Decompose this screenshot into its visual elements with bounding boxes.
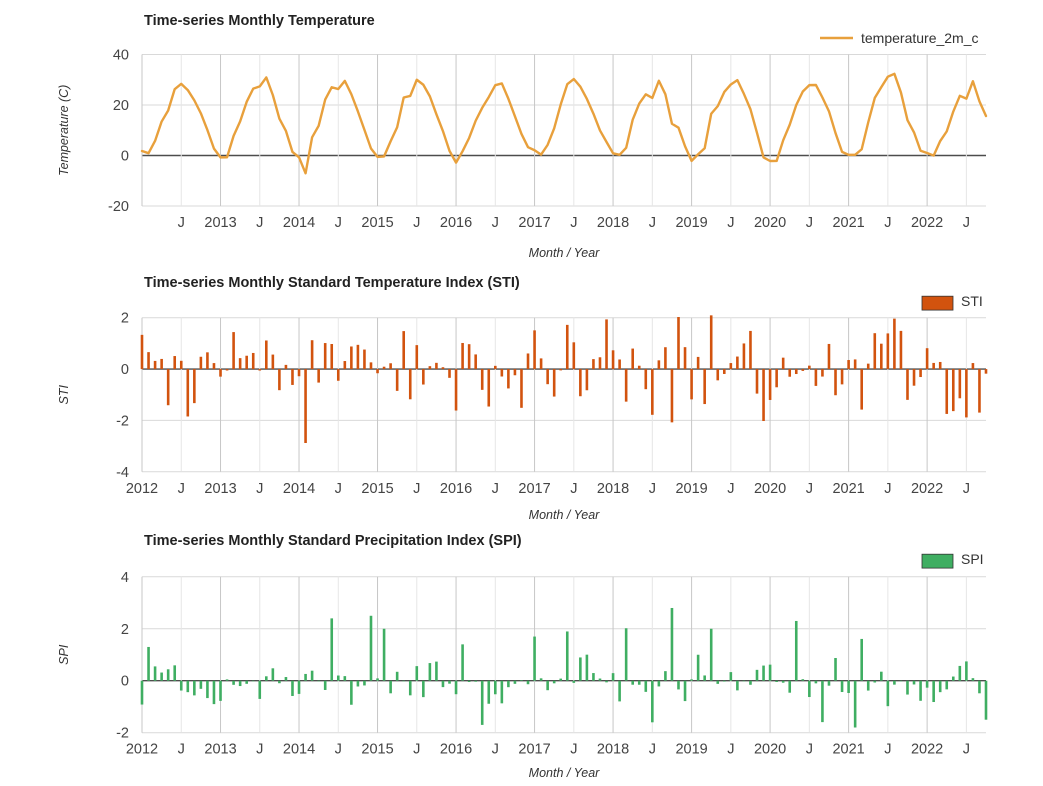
svg-text:2017: 2017 <box>518 481 550 497</box>
svg-text:2019: 2019 <box>675 742 707 758</box>
svg-text:Time-series Monthly Standard P: Time-series Monthly Standard Precipitati… <box>144 533 522 549</box>
svg-text:J: J <box>492 481 499 497</box>
svg-text:J: J <box>963 742 970 758</box>
svg-text:J: J <box>806 215 813 231</box>
svg-text:J: J <box>884 742 891 758</box>
svg-text:2017: 2017 <box>518 215 550 231</box>
svg-text:2015: 2015 <box>361 215 393 231</box>
svg-text:2019: 2019 <box>675 215 707 231</box>
svg-text:2018: 2018 <box>597 742 629 758</box>
svg-text:J: J <box>413 742 420 758</box>
svg-text:Time-series Monthly Standard T: Time-series Monthly Standard Temperature… <box>144 275 520 291</box>
svg-text:J: J <box>335 215 342 231</box>
svg-text:2019: 2019 <box>675 481 707 497</box>
svg-text:2014: 2014 <box>283 215 315 231</box>
svg-text:2020: 2020 <box>754 215 786 231</box>
svg-text:2020: 2020 <box>754 742 786 758</box>
svg-text:J: J <box>806 481 813 497</box>
svg-text:J: J <box>884 481 891 497</box>
svg-text:J: J <box>727 481 734 497</box>
svg-text:J: J <box>256 481 263 497</box>
svg-text:J: J <box>492 742 499 758</box>
svg-text:2021: 2021 <box>832 215 864 231</box>
svg-text:2017: 2017 <box>518 742 550 758</box>
svg-text:Month / Year: Month / Year <box>529 766 600 780</box>
svg-text:40: 40 <box>113 48 129 64</box>
svg-text:-20: -20 <box>108 199 129 215</box>
svg-text:2021: 2021 <box>832 742 864 758</box>
svg-text:2021: 2021 <box>832 481 864 497</box>
svg-text:temperature_2m_c: temperature_2m_c <box>861 30 979 46</box>
svg-text:2016: 2016 <box>440 742 472 758</box>
svg-text:4: 4 <box>121 570 129 586</box>
svg-text:Temperature (C): Temperature (C) <box>57 85 71 176</box>
svg-text:Month / Year: Month / Year <box>529 246 600 260</box>
svg-text:0: 0 <box>121 362 129 378</box>
svg-text:2015: 2015 <box>361 742 393 758</box>
svg-text:J: J <box>178 481 185 497</box>
svg-text:2016: 2016 <box>440 215 472 231</box>
svg-text:J: J <box>806 742 813 758</box>
svg-text:J: J <box>884 215 891 231</box>
svg-text:-4: -4 <box>116 465 129 481</box>
svg-text:J: J <box>963 481 970 497</box>
svg-text:J: J <box>413 481 420 497</box>
svg-text:J: J <box>649 481 656 497</box>
svg-text:J: J <box>256 742 263 758</box>
svg-text:-2: -2 <box>116 413 129 429</box>
svg-text:0: 0 <box>121 674 129 690</box>
svg-text:2018: 2018 <box>597 481 629 497</box>
svg-text:2: 2 <box>121 311 129 327</box>
svg-text:2022: 2022 <box>911 481 943 497</box>
svg-text:Time-series Monthly Temperatur: Time-series Monthly Temperature <box>144 13 375 29</box>
svg-text:2: 2 <box>121 622 129 638</box>
svg-text:2022: 2022 <box>911 215 943 231</box>
svg-text:J: J <box>727 215 734 231</box>
svg-text:J: J <box>178 215 185 231</box>
svg-text:20: 20 <box>113 98 129 114</box>
svg-text:STI: STI <box>961 293 983 309</box>
svg-text:J: J <box>649 742 656 758</box>
svg-text:2012: 2012 <box>126 481 158 497</box>
svg-text:2022: 2022 <box>911 742 943 758</box>
svg-text:SPI: SPI <box>57 644 71 665</box>
svg-text:2016: 2016 <box>440 481 472 497</box>
svg-text:-2: -2 <box>116 726 129 742</box>
svg-text:SPI: SPI <box>961 551 984 567</box>
svg-text:J: J <box>492 215 499 231</box>
svg-text:0: 0 <box>121 149 129 165</box>
svg-text:2018: 2018 <box>597 215 629 231</box>
svg-text:2013: 2013 <box>204 742 236 758</box>
svg-text:2020: 2020 <box>754 481 786 497</box>
svg-text:2013: 2013 <box>204 481 236 497</box>
svg-text:J: J <box>178 742 185 758</box>
svg-text:J: J <box>963 215 970 231</box>
svg-text:J: J <box>570 481 577 497</box>
svg-text:2014: 2014 <box>283 742 315 758</box>
svg-text:J: J <box>335 742 342 758</box>
svg-text:2012: 2012 <box>126 742 158 758</box>
svg-text:J: J <box>413 215 420 231</box>
svg-text:J: J <box>570 742 577 758</box>
svg-text:J: J <box>649 215 656 231</box>
svg-text:J: J <box>335 481 342 497</box>
svg-text:STI: STI <box>57 385 71 405</box>
svg-text:J: J <box>570 215 577 231</box>
svg-text:J: J <box>727 742 734 758</box>
svg-text:2014: 2014 <box>283 481 315 497</box>
svg-text:J: J <box>256 215 263 231</box>
svg-text:2015: 2015 <box>361 481 393 497</box>
svg-text:2013: 2013 <box>204 215 236 231</box>
